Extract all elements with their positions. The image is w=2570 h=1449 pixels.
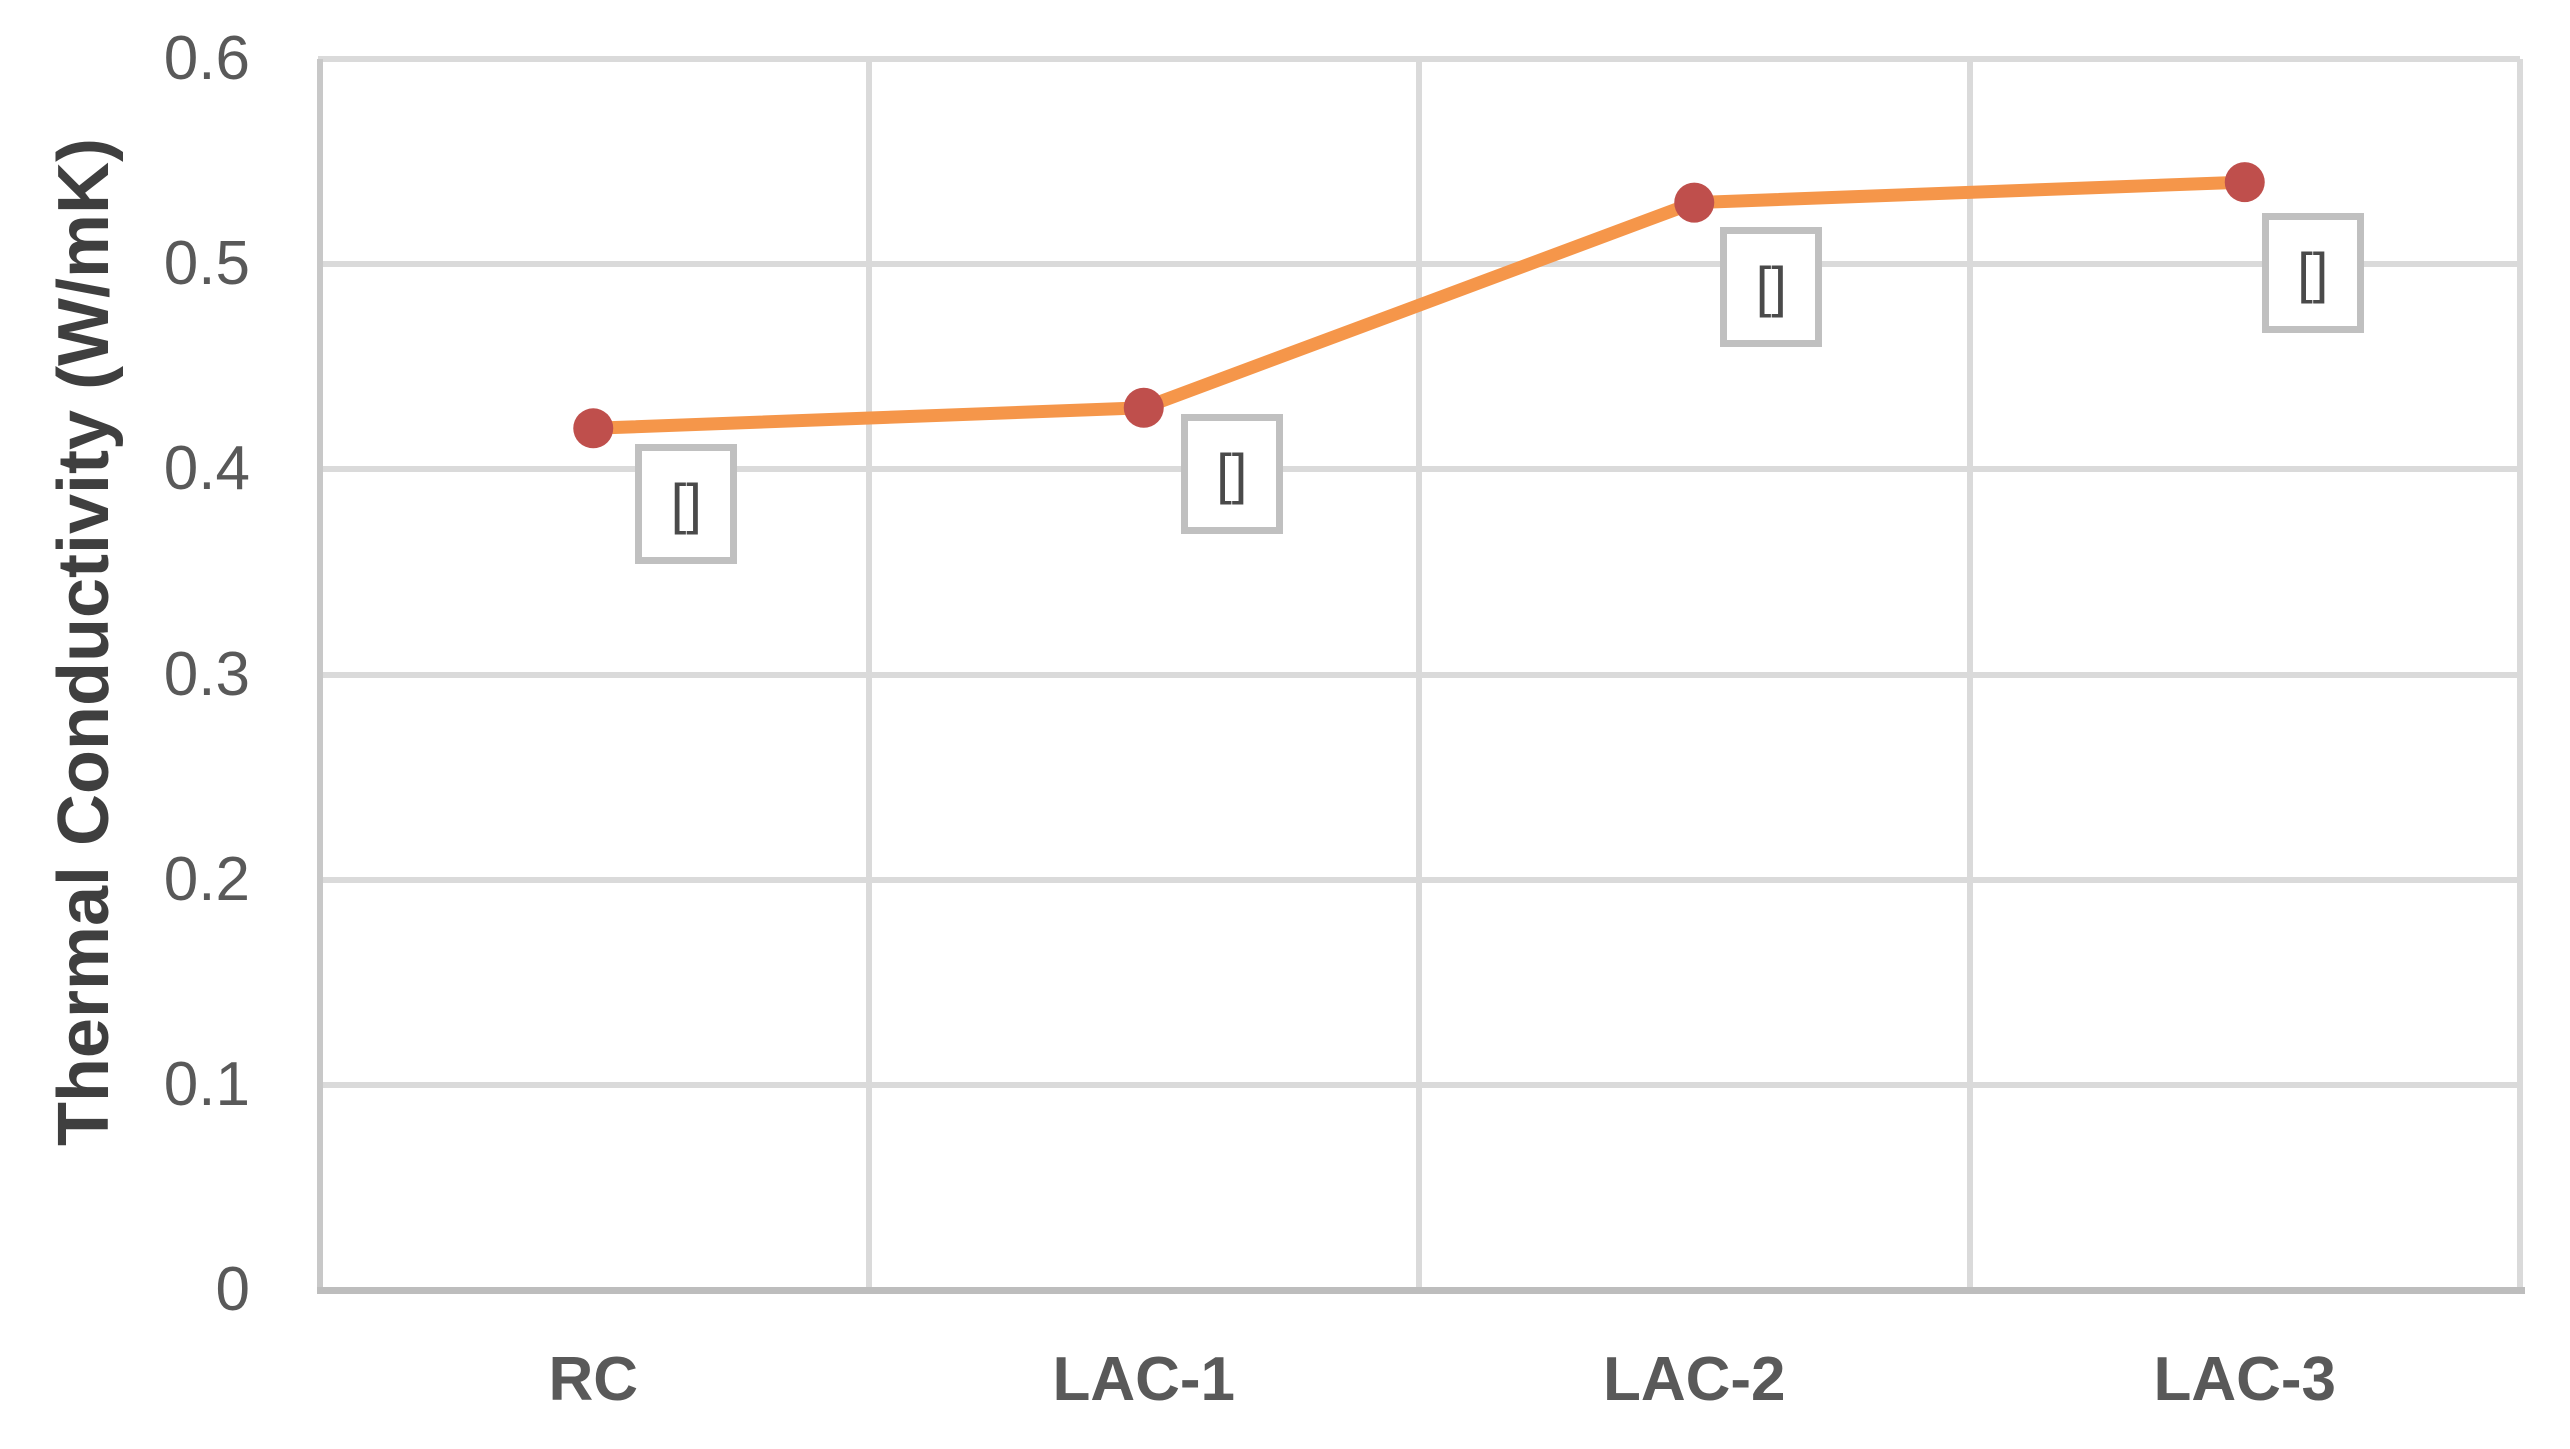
y-axis-line (317, 59, 323, 1293)
data-label-box: [] (635, 444, 738, 565)
x-category-label: RC (548, 1345, 639, 1414)
x-category-label: LAC-1 (1052, 1345, 1236, 1414)
y-tick-label: 0.3 (163, 639, 250, 709)
x-category-label: LAC-3 (2153, 1345, 2337, 1414)
data-label-text: [] (1216, 441, 1248, 505)
plot-area: [] [] [] [] (317, 56, 2525, 1294)
x-category-label: LAC-2 (1602, 1345, 1786, 1414)
gridline-vertical (2517, 59, 2523, 1294)
data-label-text: [] (670, 472, 702, 536)
y-tick-label: 0 (215, 1255, 250, 1324)
gridline-vertical (1416, 59, 1422, 1294)
data-point-marker (1123, 387, 1164, 428)
data-point-marker (2224, 162, 2265, 203)
y-tick-label: 0.6 (163, 24, 250, 93)
y-tick-label: 0.4 (163, 434, 250, 504)
y-tick-label: 0.1 (163, 1049, 250, 1119)
y-tick-label: 0.2 (163, 844, 250, 914)
series-svg (573, 162, 2265, 449)
data-label-box: [] (2261, 213, 2364, 334)
gridline-vertical (865, 59, 872, 1294)
data-label-box: [] (1720, 226, 1823, 347)
y-tick-label: 0.5 (163, 229, 250, 299)
data-label-text: [] (2297, 241, 2329, 305)
data-label-text: [] (1755, 254, 1787, 318)
gridline-vertical (1966, 59, 1973, 1294)
data-label-box: [] (1180, 413, 1283, 534)
x-axis-line (317, 1287, 2525, 1294)
data-point-marker (573, 408, 614, 449)
data-point-marker (1674, 182, 1715, 223)
series-line (586, 175, 2252, 435)
